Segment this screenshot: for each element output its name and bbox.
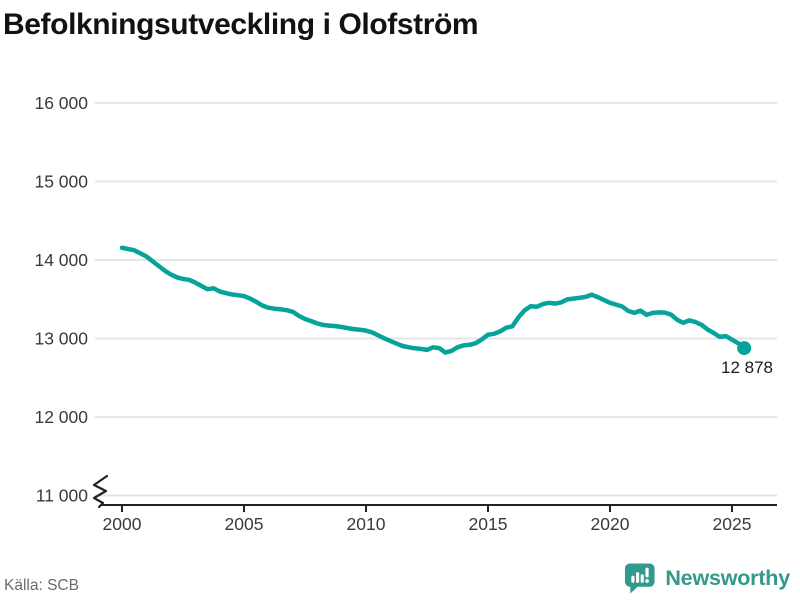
exclamation-dot <box>645 579 650 583</box>
x-tick-label: 2005 <box>225 514 264 534</box>
exclamation-bar <box>645 567 650 578</box>
x-tick-label: 2015 <box>469 514 508 534</box>
bar-chart-speech-bubble-icon <box>625 563 655 594</box>
y-tick-label: 11 000 <box>36 486 88 506</box>
bar-3 <box>641 574 645 583</box>
x-tick-label: 2020 <box>591 514 630 534</box>
newsworthy-logo: Newsworthy <box>624 561 790 595</box>
bar-2 <box>636 572 640 583</box>
y-tick-label: 14 000 <box>34 250 88 270</box>
y-tick-label: 13 000 <box>34 329 88 349</box>
y-tick-label: 12 000 <box>34 407 88 427</box>
y-tick-label: 16 000 <box>34 93 88 113</box>
population-line <box>119 245 747 355</box>
bar-1 <box>631 575 635 583</box>
source-label: Källa: SCB <box>4 577 79 594</box>
page-title: Befolkningsutveckling i Olofström <box>3 8 479 41</box>
last-point-marker <box>737 341 752 356</box>
axis-break-icon <box>92 474 109 509</box>
brand-name: Newsworthy <box>665 565 790 590</box>
x-tick-label: 2025 <box>713 514 752 534</box>
x-tick-label: 2000 <box>103 514 142 534</box>
last-value-label: 12 878 <box>721 358 773 377</box>
speech-bubble-shape <box>625 563 655 594</box>
x-tick-label: 2010 <box>347 514 386 534</box>
y-tick-label: 15 000 <box>34 172 88 192</box>
